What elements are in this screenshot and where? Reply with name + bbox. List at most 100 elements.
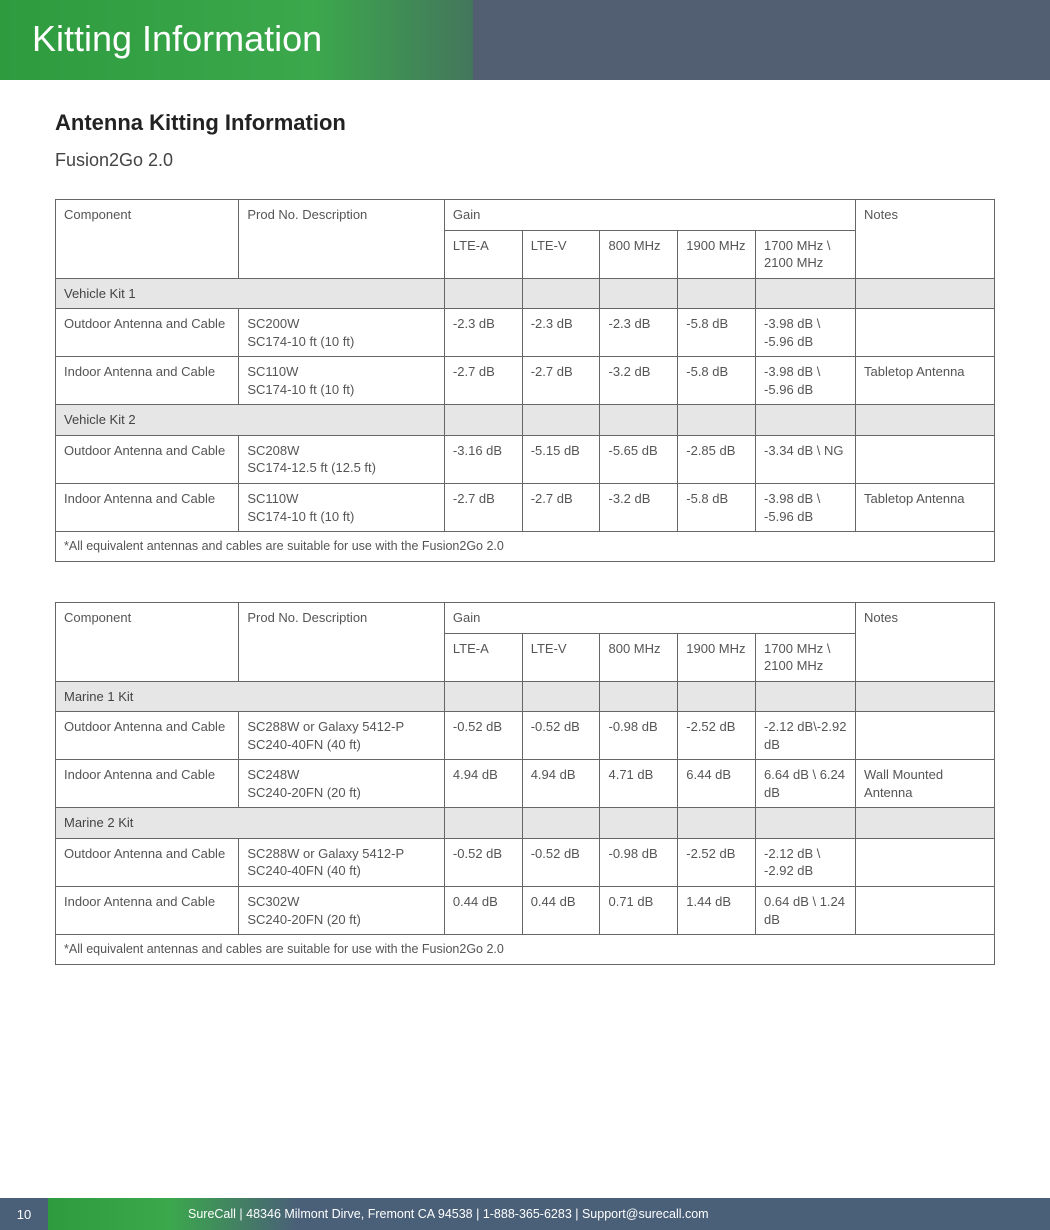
cell-gain: -3.34 dB \ NG	[756, 435, 856, 483]
page-footer: 10 SureCall | 48346 Milmont Dirve, Fremo…	[0, 1198, 1050, 1230]
cell-component: Indoor Antenna and Cable	[56, 357, 239, 405]
cell-component: Indoor Antenna and Cable	[56, 887, 239, 935]
cell-component: Outdoor Antenna and Cable	[56, 309, 239, 357]
kit-label: Vehicle Kit 2	[56, 405, 445, 436]
cell-notes: Wall Mounted Antenna	[856, 760, 995, 808]
col-component: Component	[56, 200, 239, 279]
footnote-row: *All equivalent antennas and cables are …	[56, 532, 995, 562]
cell-component: Outdoor Antenna and Cable	[56, 712, 239, 760]
subsection-title: Fusion2Go 2.0	[55, 150, 995, 171]
kit-row: Vehicle Kit 1	[56, 278, 995, 309]
cell-gain: -0.52 dB	[522, 712, 600, 760]
cell-gain: 0.44 dB	[444, 887, 522, 935]
header-row-1: Component Prod No. Description Gain Note…	[56, 602, 995, 633]
cell-prod: SC110W SC174-10 ft (10 ft)	[239, 357, 445, 405]
cell-prod: SC110W SC174-10 ft (10 ft)	[239, 484, 445, 532]
kit-label: Marine 1 Kit	[56, 681, 445, 712]
header-title: Kitting Information	[0, 0, 1050, 60]
gain-sub-4: 1700 MHz \ 2100 MHz	[756, 230, 856, 278]
cell-gain: -0.98 dB	[600, 838, 678, 886]
cell-gain: -2.7 dB	[522, 484, 600, 532]
cell-gain: -2.3 dB	[522, 309, 600, 357]
cell-prod: SC302W SC240-20FN (20 ft)	[239, 887, 445, 935]
col-component: Component	[56, 602, 239, 681]
cell-notes: Tabletop Antenna	[856, 357, 995, 405]
cell-gain: 0.71 dB	[600, 887, 678, 935]
cell-gain: -2.12 dB \ -2.92 dB	[756, 838, 856, 886]
gain-sub-1: LTE-V	[522, 633, 600, 681]
cell-prod: SC248W SC240-20FN (20 ft)	[239, 760, 445, 808]
cell-gain: -2.52 dB	[678, 838, 756, 886]
cell-gain: -0.52 dB	[522, 838, 600, 886]
cell-notes	[856, 309, 995, 357]
col-notes: Notes	[856, 602, 995, 681]
cell-notes	[856, 435, 995, 483]
cell-gain: -3.2 dB	[600, 484, 678, 532]
footer-text: SureCall | 48346 Milmont Dirve, Fremont …	[48, 1198, 1050, 1230]
cell-gain: 0.44 dB	[522, 887, 600, 935]
table-row: Indoor Antenna and Cable SC110W SC174-10…	[56, 484, 995, 532]
cell-notes	[856, 712, 995, 760]
cell-component: Indoor Antenna and Cable	[56, 484, 239, 532]
cell-gain: -3.16 dB	[444, 435, 522, 483]
cell-gain: -5.65 dB	[600, 435, 678, 483]
cell-prod: SC200W SC174-10 ft (10 ft)	[239, 309, 445, 357]
header-row-1: Component Prod No. Description Gain Note…	[56, 200, 995, 231]
cell-gain: -2.7 dB	[522, 357, 600, 405]
cell-gain: 4.94 dB	[522, 760, 600, 808]
col-prod: Prod No. Description	[239, 602, 445, 681]
cell-gain: 4.71 dB	[600, 760, 678, 808]
gain-sub-0: LTE-A	[444, 633, 522, 681]
footnote-row: *All equivalent antennas and cables are …	[56, 935, 995, 965]
footnote: *All equivalent antennas and cables are …	[56, 532, 995, 562]
cell-gain: -2.3 dB	[444, 309, 522, 357]
gain-sub-2: 800 MHz	[600, 633, 678, 681]
cell-gain: 4.94 dB	[444, 760, 522, 808]
table-row: Outdoor Antenna and Cable SC288W or Gala…	[56, 712, 995, 760]
cell-gain: -5.8 dB	[678, 484, 756, 532]
cell-prod: SC208W SC174-12.5 ft (12.5 ft)	[239, 435, 445, 483]
cell-gain: -2.85 dB	[678, 435, 756, 483]
col-gain: Gain	[444, 602, 855, 633]
cell-notes	[856, 887, 995, 935]
cell-notes	[856, 838, 995, 886]
cell-gain: -3.2 dB	[600, 357, 678, 405]
gain-sub-0: LTE-A	[444, 230, 522, 278]
footnote: *All equivalent antennas and cables are …	[56, 935, 995, 965]
cell-component: Outdoor Antenna and Cable	[56, 838, 239, 886]
kit-row: Marine 2 Kit	[56, 808, 995, 839]
cell-gain: -5.15 dB	[522, 435, 600, 483]
cell-gain: -3.98 dB \ -5.96 dB	[756, 484, 856, 532]
cell-gain: -2.7 dB	[444, 484, 522, 532]
cell-gain: -2.7 dB	[444, 357, 522, 405]
cell-component: Indoor Antenna and Cable	[56, 760, 239, 808]
kitting-table-1: Component Prod No. Description Gain Note…	[55, 199, 995, 562]
kitting-table-2: Component Prod No. Description Gain Note…	[55, 602, 995, 965]
cell-gain: -0.52 dB	[444, 712, 522, 760]
cell-gain: 0.64 dB \ 1.24 dB	[756, 887, 856, 935]
table-row: Indoor Antenna and Cable SC110W SC174-10…	[56, 357, 995, 405]
table-row: Indoor Antenna and Cable SC248W SC240-20…	[56, 760, 995, 808]
cell-gain: -2.52 dB	[678, 712, 756, 760]
cell-gain: -3.98 dB \ -5.96 dB	[756, 357, 856, 405]
kit-row: Marine 1 Kit	[56, 681, 995, 712]
col-notes: Notes	[856, 200, 995, 279]
gain-sub-3: 1900 MHz	[678, 633, 756, 681]
gain-sub-1: LTE-V	[522, 230, 600, 278]
section-title: Antenna Kitting Information	[55, 110, 995, 136]
cell-prod: SC288W or Galaxy 5412-P SC240-40FN (40 f…	[239, 712, 445, 760]
cell-gain: 6.44 dB	[678, 760, 756, 808]
gain-sub-3: 1900 MHz	[678, 230, 756, 278]
page-content: Antenna Kitting Information Fusion2Go 2.…	[0, 80, 1050, 965]
cell-gain: 1.44 dB	[678, 887, 756, 935]
cell-gain: -2.12 dB\-2.92 dB	[756, 712, 856, 760]
cell-gain: -5.8 dB	[678, 309, 756, 357]
cell-gain: 6.64 dB \ 6.24 dB	[756, 760, 856, 808]
cell-gain: -0.98 dB	[600, 712, 678, 760]
col-prod: Prod No. Description	[239, 200, 445, 279]
kit-label: Marine 2 Kit	[56, 808, 445, 839]
gain-sub-2: 800 MHz	[600, 230, 678, 278]
col-gain: Gain	[444, 200, 855, 231]
page-number: 10	[0, 1198, 48, 1230]
kit-label: Vehicle Kit 1	[56, 278, 445, 309]
